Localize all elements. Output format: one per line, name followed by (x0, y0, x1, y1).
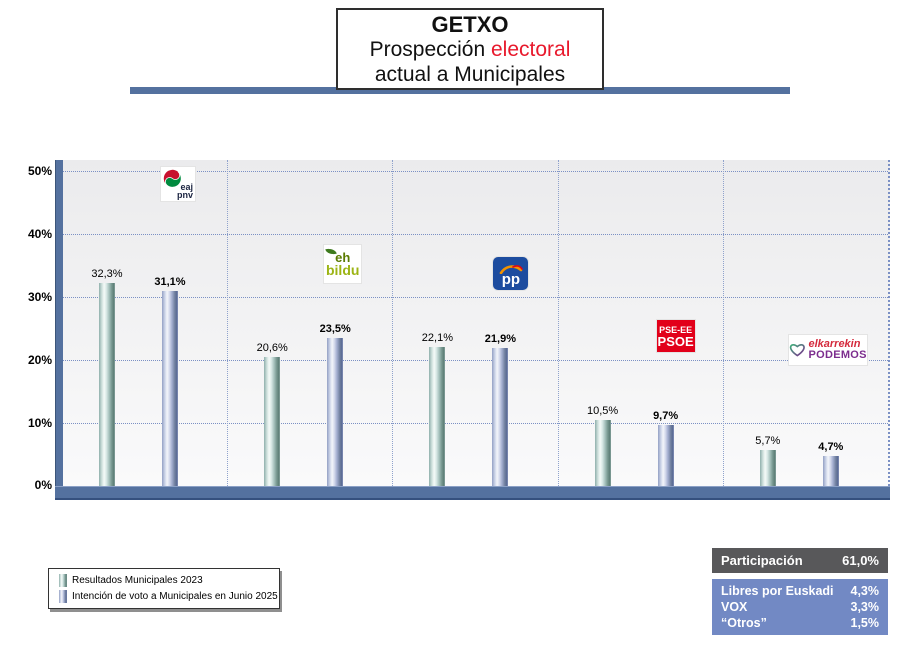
y-tick-10: 10% (27, 416, 52, 430)
y-tick-30: 30% (27, 290, 52, 304)
podemos-logo-text-2: PODEMOS (808, 349, 867, 361)
party-group-psoe: PSE-EE PSOE 10,5% 9,7% (559, 160, 724, 486)
bar-slot: 32,3% (72, 268, 142, 486)
bar-2025-psoe (657, 425, 674, 486)
pnv-logo: eaj pnv (161, 167, 195, 201)
x-axis-bar (55, 486, 890, 500)
bar-value-label: 9,7% (653, 410, 679, 422)
table-row: “Otros” 1,5% (721, 616, 879, 630)
bar-value-label: 22,1% (421, 332, 453, 344)
bar-slot: 4,7% (796, 441, 866, 486)
bar-slot: 20,6% (237, 342, 307, 486)
bar-value-label: 32,3% (91, 268, 123, 280)
page-subtitle-2: actual a Municipales (374, 62, 566, 86)
party-group-pp: pp 22,1% 21,9% (393, 160, 559, 486)
header-rule (130, 87, 790, 94)
bar-2023-pp (429, 347, 446, 486)
y-tick-0: 0% (34, 478, 52, 492)
page-subtitle-1: Prospección electoral (370, 37, 571, 62)
bar-slot: 22,1% (402, 332, 472, 486)
party-group-bildu: eh bildu 20,6% 23,5% (228, 160, 394, 486)
bar-2025-podemos (822, 456, 839, 486)
gridline-30 (63, 297, 888, 298)
chart-plot-area: eaj pnv 32,3% 31,1% eh bildu 20,6% 23,5% (63, 160, 890, 486)
bar-slot: 31,1% (135, 276, 205, 486)
gridline-10 (63, 423, 888, 424)
bildu-logo-text-2: bildu (325, 262, 360, 278)
bar-slot: 5,7% (733, 435, 803, 486)
other-party-value: 3,3% (850, 600, 880, 614)
bar-2023-pnv (99, 283, 115, 486)
bar-value-label: 20,6% (256, 342, 288, 354)
participation-label: Participación (721, 553, 803, 568)
bar-2023-bildu (264, 357, 281, 486)
participation-box: Participación 61,0% (712, 548, 888, 573)
page-title: GETXO (431, 11, 509, 37)
teal-swatch-icon (59, 574, 67, 587)
table-row: VOX 3,3% (721, 600, 879, 614)
party-group-pnv: eaj pnv 32,3% 31,1% (63, 160, 229, 486)
other-party-label: Libres por Euskadi (721, 584, 834, 598)
title-box: GETXO Prospección electoral actual a Mun… (336, 8, 604, 90)
party-group-podemos: elkarrekin PODEMOS 5,7% 4,7% (724, 160, 888, 486)
bar-value-label: 31,1% (154, 276, 186, 288)
bar-2025-pnv (162, 291, 178, 486)
pnv-logo-text-1: eaj (180, 182, 193, 192)
bar-slot: 9,7% (631, 410, 701, 486)
pp-swoosh-icon (499, 265, 523, 274)
gridline-40 (63, 234, 888, 235)
bar-value-label: 10,5% (587, 405, 619, 417)
gridline-50 (63, 171, 888, 172)
bildu-logo: eh bildu (324, 245, 362, 283)
bar-value-label: 4,7% (818, 441, 844, 453)
subtitle-black-text: Prospección (369, 37, 491, 61)
psoe-logo-text-2: PSOE (657, 333, 694, 349)
table-row: Libres por Euskadi 4,3% (721, 584, 879, 598)
psoe-logo: PSE-EE PSOE (656, 320, 695, 352)
psoe-logo-text-1: PSE-EE (659, 324, 693, 335)
participation-value: 61,0% (842, 553, 879, 568)
bar-2023-podemos (759, 450, 776, 486)
pnv-logo-text-2: pnv (176, 190, 193, 200)
y-tick-20: 20% (27, 353, 52, 367)
chart-legend: Resultados Municipales 2023 Intención de… (48, 568, 280, 609)
podemos-logo-text-1: elkarrekin (808, 338, 861, 350)
y-tick-50: 50% (27, 164, 52, 178)
other-parties-box: Libres por Euskadi 4,3% VOX 3,3% “Otros”… (712, 579, 888, 635)
gridline-20 (63, 360, 888, 361)
legend-item-2023: Resultados Municipales 2023 (59, 574, 279, 587)
legend-item-2025: Intención de voto a Municipales en Junio… (59, 590, 279, 603)
other-party-label: “Otros” (721, 616, 767, 630)
bar-2025-bildu (327, 338, 344, 486)
pnv-emblem-icon (163, 169, 182, 188)
legend-label-2025: Intención de voto a Municipales en Junio… (72, 591, 278, 602)
bildu-logo-text-1: eh (325, 246, 350, 264)
heart-icon (789, 344, 805, 357)
pp-logo-text: pp (501, 271, 521, 288)
other-party-label: VOX (721, 600, 748, 614)
bar-slot: 23,5% (300, 323, 370, 486)
subtitle-red-text: electoral (491, 37, 571, 61)
other-party-value: 1,5% (850, 616, 880, 630)
bar-value-label: 21,9% (484, 333, 516, 345)
blue-swatch-icon (59, 590, 67, 603)
bar-2025-pp (492, 348, 509, 486)
other-party-value: 4,3% (850, 584, 880, 598)
y-tick-40: 40% (27, 227, 52, 241)
pp-logo: pp (493, 257, 529, 290)
legend-label-2023: Resultados Municipales 2023 (72, 575, 203, 586)
bar-slot: 10,5% (568, 405, 638, 486)
bar-slot: 21,9% (465, 333, 535, 486)
podemos-logo: elkarrekin PODEMOS (788, 335, 867, 365)
bar-value-label: 5,7% (755, 435, 781, 447)
bar-2023-psoe (594, 420, 611, 486)
bar-value-label: 23,5% (319, 323, 351, 335)
